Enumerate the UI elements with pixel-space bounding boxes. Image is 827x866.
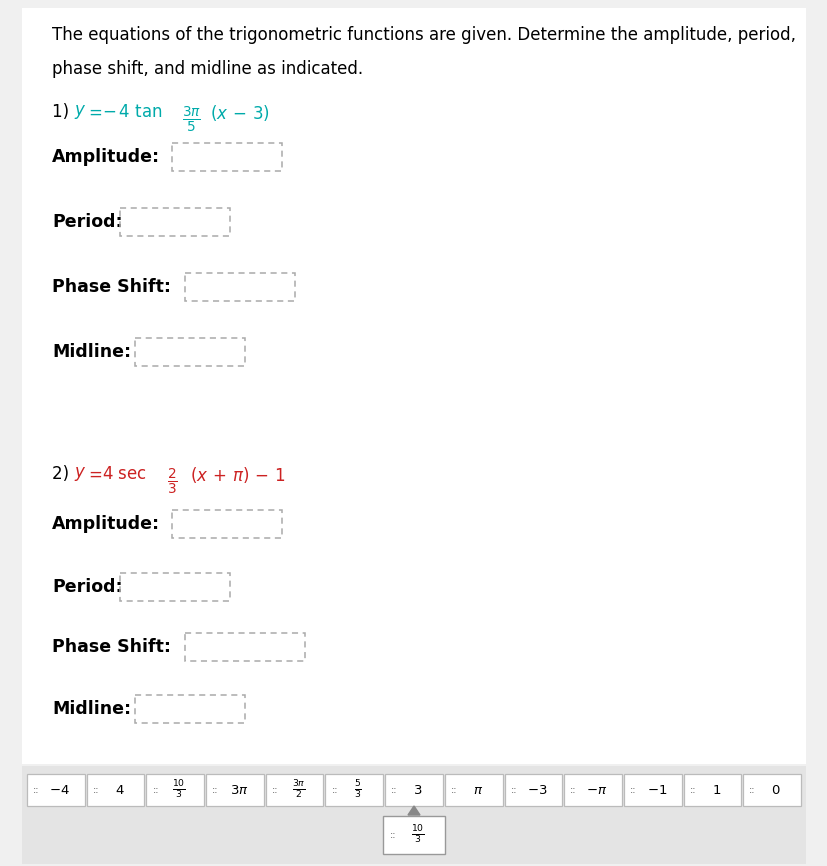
FancyBboxPatch shape	[624, 774, 681, 806]
Text: $=$: $=$	[85, 103, 103, 121]
Text: Phase Shift:: Phase Shift:	[52, 278, 171, 296]
FancyBboxPatch shape	[683, 774, 740, 806]
FancyBboxPatch shape	[146, 774, 203, 806]
Text: Amplitude:: Amplitude:	[52, 515, 160, 533]
FancyBboxPatch shape	[383, 816, 444, 854]
FancyBboxPatch shape	[22, 766, 805, 864]
Text: $=$: $=$	[85, 465, 103, 483]
Text: $1$: $1$	[711, 784, 720, 797]
Text: ::: ::	[748, 785, 755, 795]
FancyBboxPatch shape	[265, 774, 323, 806]
Text: Period:: Period:	[52, 213, 122, 231]
Text: $-3$: $-3$	[527, 784, 547, 797]
Text: $3\pi$: $3\pi$	[229, 784, 248, 797]
FancyBboxPatch shape	[27, 774, 84, 806]
Text: 2): 2)	[52, 465, 74, 483]
FancyBboxPatch shape	[563, 774, 621, 806]
FancyBboxPatch shape	[87, 774, 144, 806]
Text: phase shift, and midline as indicated.: phase shift, and midline as indicated.	[52, 60, 363, 78]
Text: Midline:: Midline:	[52, 700, 131, 718]
FancyBboxPatch shape	[325, 774, 383, 806]
Text: $-1$: $-1$	[646, 784, 666, 797]
Text: ::: ::	[331, 785, 337, 795]
Text: $-4$: $-4$	[50, 784, 70, 797]
Text: $4$: $4$	[115, 784, 124, 797]
Text: ::: ::	[390, 785, 397, 795]
Text: 1): 1)	[52, 103, 74, 121]
Polygon shape	[408, 806, 419, 815]
Text: ::: ::	[212, 785, 218, 795]
Text: $(x\,-\,3)$: $(x\,-\,3)$	[210, 103, 270, 123]
Text: ::: ::	[33, 785, 40, 795]
Text: ::: ::	[451, 785, 457, 795]
Text: ::: ::	[570, 785, 576, 795]
Text: $(x\,+\,\pi)\,-\,1$: $(x\,+\,\pi)\,-\,1$	[189, 465, 285, 485]
Text: ::: ::	[629, 785, 636, 795]
Text: $-\pi$: $-\pi$	[586, 784, 607, 797]
Text: $\frac{2}{3}$: $\frac{2}{3}$	[167, 467, 178, 497]
FancyBboxPatch shape	[444, 774, 502, 806]
Text: $0$: $0$	[771, 784, 780, 797]
Text: $\frac{10}{3}$: $\frac{10}{3}$	[410, 824, 424, 846]
Text: ::: ::	[689, 785, 696, 795]
FancyBboxPatch shape	[22, 8, 805, 764]
Text: ::: ::	[390, 830, 396, 840]
Text: $4\ \sec$: $4\ \sec$	[102, 465, 146, 483]
Text: Amplitude:: Amplitude:	[52, 148, 160, 166]
FancyBboxPatch shape	[743, 774, 800, 806]
Text: $-\,4\ \tan$: $-\,4\ \tan$	[102, 103, 162, 121]
Text: Period:: Period:	[52, 578, 122, 596]
FancyBboxPatch shape	[385, 774, 442, 806]
Text: $y$: $y$	[74, 103, 86, 121]
Text: $3$: $3$	[413, 784, 422, 797]
Text: $\frac{3\pi}{2}$: $\frac{3\pi}{2}$	[291, 779, 305, 801]
Text: $\pi$: $\pi$	[472, 784, 482, 797]
Text: $\frac{10}{3}$: $\frac{10}{3}$	[172, 779, 186, 801]
Text: Phase Shift:: Phase Shift:	[52, 638, 171, 656]
Text: $y$: $y$	[74, 465, 86, 483]
Text: The equations of the trigonometric functions are given. Determine the amplitude,: The equations of the trigonometric funct…	[52, 26, 795, 44]
Text: ::: ::	[152, 785, 159, 795]
Text: $\frac{5}{3}$: $\frac{5}{3}$	[354, 779, 362, 801]
Text: $\frac{3\pi}{5}$: $\frac{3\pi}{5}$	[182, 105, 201, 135]
Text: ::: ::	[271, 785, 278, 795]
Text: ::: ::	[93, 785, 99, 795]
Text: Midline:: Midline:	[52, 343, 131, 361]
Text: ::: ::	[510, 785, 516, 795]
FancyBboxPatch shape	[206, 774, 264, 806]
FancyBboxPatch shape	[504, 774, 562, 806]
